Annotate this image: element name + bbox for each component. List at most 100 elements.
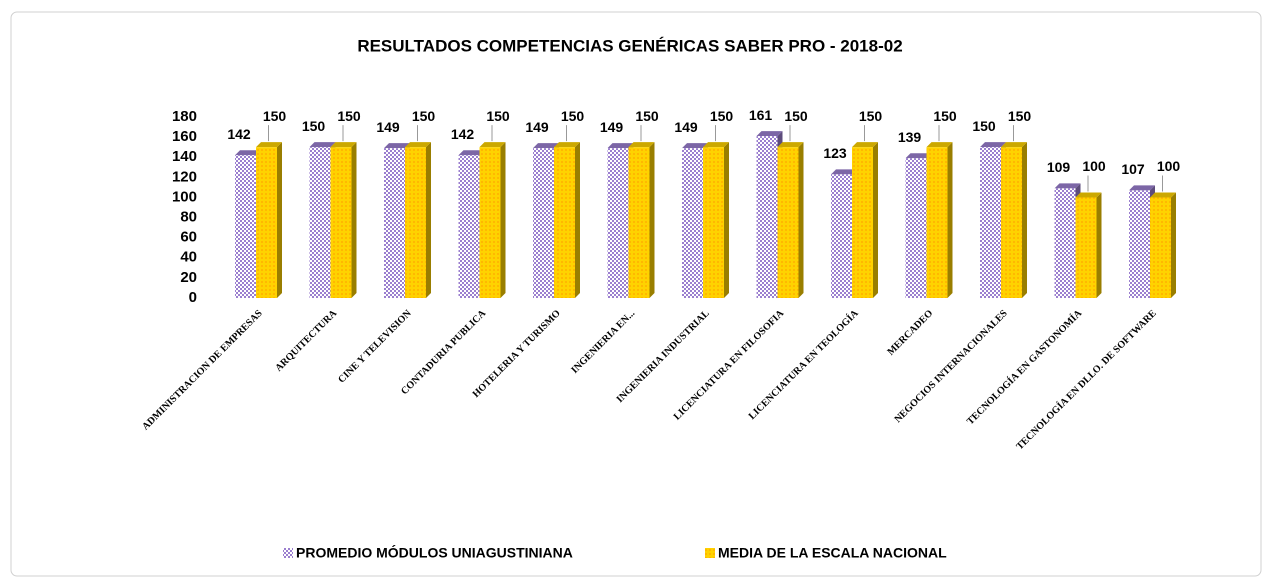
bar-side	[1022, 142, 1027, 298]
bar-front	[1001, 147, 1022, 298]
value-label: 109	[1047, 159, 1071, 175]
value-label: 150	[486, 108, 510, 124]
bar-front	[756, 136, 778, 298]
bar	[1150, 192, 1176, 298]
bar-side	[500, 142, 506, 298]
y-tick-label: 160	[172, 128, 197, 145]
legend-marker	[283, 548, 293, 558]
bar-top	[384, 143, 410, 149]
bar-top	[905, 153, 932, 159]
bar-front	[479, 147, 501, 298]
bar-front	[235, 155, 256, 298]
bar-front	[1150, 197, 1171, 298]
bar-side	[277, 142, 282, 298]
bar-front	[458, 155, 480, 298]
value-label: 150	[972, 118, 996, 134]
value-label: 150	[933, 108, 957, 124]
bar-front	[554, 147, 575, 298]
y-tick-label: 40	[180, 249, 197, 266]
bar-top	[479, 142, 506, 148]
bar-top	[256, 142, 282, 148]
bar-top	[1054, 183, 1081, 189]
value-label: 150	[635, 108, 659, 124]
bar	[330, 142, 357, 298]
value-label: 150	[784, 108, 808, 124]
bar-side	[798, 142, 804, 298]
bar-top	[309, 142, 336, 148]
bar-front	[703, 147, 724, 298]
value-label: 100	[1082, 158, 1106, 174]
y-tick-label: 180	[172, 108, 197, 125]
bar	[256, 142, 282, 298]
y-tick-label: 80	[180, 209, 197, 226]
value-label: 149	[674, 119, 698, 135]
bar-side	[649, 142, 655, 298]
bar	[628, 142, 655, 298]
value-label: 149	[600, 119, 624, 135]
value-label: 123	[823, 145, 847, 161]
bar-front	[405, 147, 426, 298]
bar-front	[309, 147, 331, 298]
value-label: 142	[227, 126, 251, 142]
bar-front	[628, 147, 650, 298]
bar-top	[554, 142, 580, 148]
value-label: 150	[263, 108, 287, 124]
bar-side	[351, 142, 357, 298]
bar	[777, 142, 804, 298]
value-label: 150	[302, 118, 326, 134]
bar-top	[703, 142, 729, 148]
value-label: 139	[898, 129, 922, 145]
bar-front	[682, 148, 703, 298]
bar-top	[405, 142, 431, 148]
bar-top	[1150, 192, 1176, 198]
value-label: 149	[525, 119, 549, 135]
value-label: 100	[1157, 158, 1181, 174]
bar-front	[905, 158, 927, 298]
bar	[554, 142, 580, 298]
bar-top	[533, 143, 559, 149]
legend-label: MEDIA DE LA ESCALA NACIONAL	[718, 545, 947, 561]
bar-front	[330, 147, 352, 298]
value-label: 150	[561, 108, 585, 124]
chart-title: RESULTADOS COMPETENCIAS GENÉRICAS SABER …	[357, 36, 902, 55]
bar-side	[575, 142, 580, 298]
bar-top	[852, 142, 878, 148]
bar	[703, 142, 729, 298]
y-tick-label: 120	[172, 168, 197, 185]
bar-top	[1075, 192, 1102, 198]
bar-top	[756, 131, 783, 137]
bar	[926, 142, 953, 298]
y-tick-label: 140	[172, 148, 197, 165]
bar-top	[458, 150, 485, 156]
bar-side	[724, 142, 729, 298]
legend-label: PROMEDIO MÓDULOS UNIAGUSTINIANA	[296, 544, 573, 561]
y-tick-label: 0	[189, 289, 197, 306]
bar-top	[682, 143, 708, 149]
bar-front	[1054, 188, 1076, 298]
bar-top	[1129, 185, 1155, 191]
y-tick-label: 20	[180, 269, 197, 286]
value-label: 150	[1008, 108, 1032, 124]
bar-front	[926, 147, 948, 298]
bar-side	[426, 142, 431, 298]
legend-marker	[705, 548, 715, 558]
bar	[405, 142, 431, 298]
bar-front	[607, 148, 629, 298]
bar-front	[1129, 190, 1150, 298]
y-tick-label: 60	[180, 229, 197, 246]
bar-front	[777, 147, 799, 298]
bar-front	[533, 148, 554, 298]
bar-front	[1075, 197, 1097, 298]
bar	[852, 142, 878, 298]
bar-top	[980, 142, 1006, 148]
bar-top	[607, 143, 634, 149]
bar-side	[873, 142, 878, 298]
value-label: 149	[376, 119, 400, 135]
bar-side	[1171, 192, 1176, 298]
bar	[1001, 142, 1027, 298]
bar-side	[947, 142, 953, 298]
bar-top	[926, 142, 953, 148]
bar-front	[831, 174, 852, 298]
bar-top	[831, 169, 857, 175]
